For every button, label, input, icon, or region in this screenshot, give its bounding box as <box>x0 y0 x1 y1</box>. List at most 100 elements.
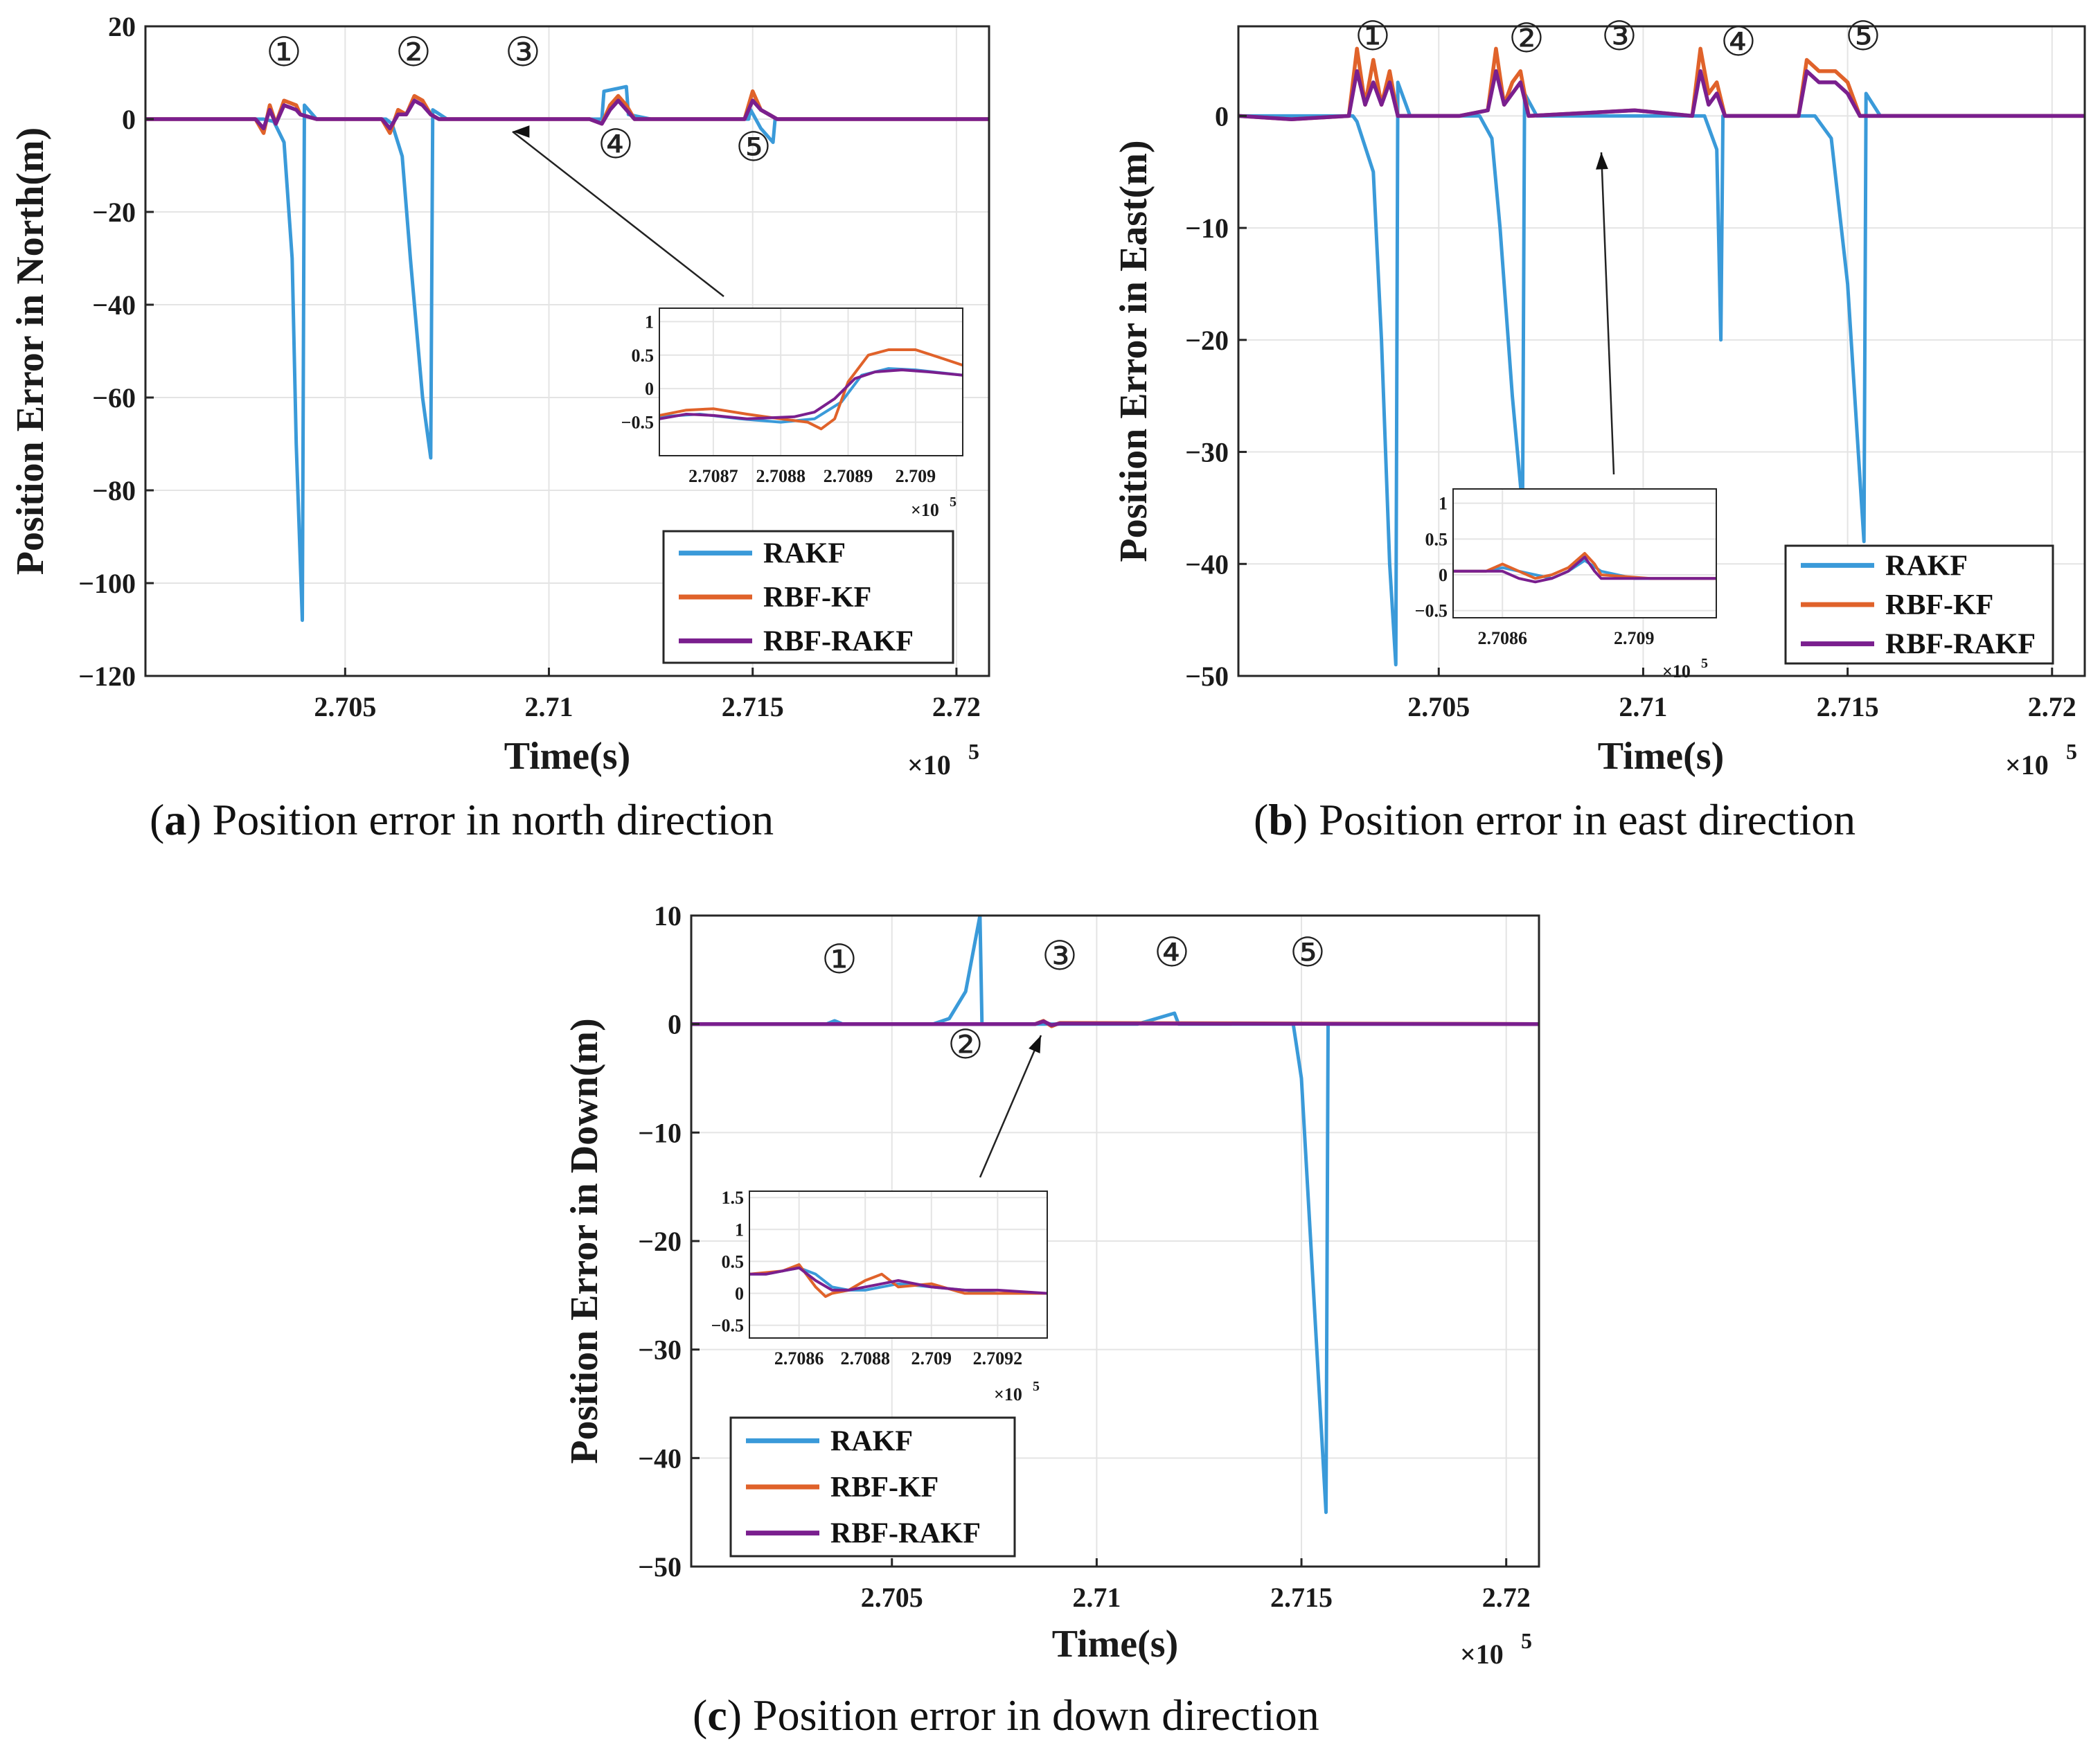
inset-x-multiplier: ×10 <box>994 1384 1022 1404</box>
arrow-head-icon <box>1029 1035 1041 1053</box>
inset-x-tick-label: 2.7086 <box>774 1348 824 1368</box>
caption-letter: a <box>164 795 186 844</box>
y-tick-label: −10 <box>638 1117 682 1148</box>
chart-panel-b: 2.705 2.71 2.715 2.72 −50 −40 −30 −20 −10 0 Time(s… <box>1112 12 2086 844</box>
caption-paren: ( <box>693 1691 707 1740</box>
inset-y-tick-label: −0.5 <box>621 413 654 433</box>
legend-label: RAKF <box>763 538 846 570</box>
x-tick-label: 2.72 <box>2028 691 2076 722</box>
x-tick-label: 2.715 <box>1270 1582 1333 1613</box>
axes-frame <box>1237 25 2086 677</box>
event-marker: ④ <box>1720 18 1756 65</box>
y-tick-label: 10 <box>654 900 682 931</box>
chart-panel-c: 2.705 2.71 2.715 2.72−50−40−30−20−10010Time… <box>563 900 1540 1740</box>
caption-text: ) Position error in east direction <box>1293 795 1856 844</box>
caption-text: ) Position error in north direction <box>186 795 774 844</box>
x-axis-label: Time(s) <box>1598 735 1725 778</box>
inset-frame <box>659 307 963 456</box>
chart-panel-a: 2.705 2.71 2.715 2.72−120−100−80−60−40−2002… <box>9 11 990 844</box>
x-exponent: 5 <box>2066 739 2077 764</box>
inset-x-tick-label: 2.7086 <box>1478 628 1528 648</box>
series-group <box>691 916 1539 1515</box>
legend-label: RBF-KF <box>830 1472 938 1504</box>
inset-y-tick-label: 1 <box>645 312 654 332</box>
y-tick-label: −20 <box>638 1226 682 1257</box>
inset-x-multiplier: ×10 <box>1662 661 1691 681</box>
inset-y-tick-label: −0.5 <box>1415 601 1448 621</box>
series-group <box>145 84 989 623</box>
event-marker: ③ <box>505 28 541 75</box>
event-marker: ① <box>821 936 857 983</box>
x-tick-label: 2.715 <box>1817 691 1879 722</box>
inset-x-tick-label: 2.709 <box>896 466 936 486</box>
inset-x-exponent: 5 <box>950 494 956 510</box>
inset-x-tick-label: 2.7092 <box>973 1348 1023 1368</box>
inset-area <box>749 1191 1047 1338</box>
inset-x-tick-label: 2.7088 <box>756 466 806 486</box>
caption-letter: b <box>1268 795 1293 844</box>
inset-plot: 2.7086 2.709 −0.5 0 0.5 1 ×10 5 <box>1415 488 1717 681</box>
x-tick-label: 2.705 <box>861 1582 923 1613</box>
series-line-rbf-rakf <box>691 1019 1539 1027</box>
y-tick-label: −100 <box>78 568 136 599</box>
inset-y-tick-label: 0.5 <box>722 1251 745 1272</box>
arrow-head-icon <box>513 125 530 138</box>
x-tick-label: 2.71 <box>1072 1582 1121 1613</box>
inset-y-tick-label: 1 <box>735 1220 744 1240</box>
x-tick-label: 2.71 <box>1619 691 1667 722</box>
event-marker: ② <box>1509 15 1545 62</box>
y-tick-label: 20 <box>108 11 136 42</box>
inset-area <box>659 308 963 456</box>
inset-plot: 2.7087 2.7088 2.7089 2.709 −0.5 0 0.5 1 ×10 5 <box>621 307 963 520</box>
y-tick-label: −80 <box>92 475 136 506</box>
y-tick-label: −20 <box>1185 325 1229 356</box>
series-line-rbf-rakf <box>1238 69 2085 121</box>
x-tick-label: 2.705 <box>314 691 376 722</box>
legend-label: RAKF <box>1885 550 1968 582</box>
inset-x-multiplier: ×10 <box>911 500 939 520</box>
event-marker: ③ <box>1601 12 1637 60</box>
x-axis-label: Time(s) <box>504 735 631 778</box>
x-exponent: 5 <box>1521 1628 1532 1653</box>
arrow-head-icon <box>1596 152 1608 170</box>
inset-x-tick-label: 2.709 <box>911 1348 952 1368</box>
series-line-rbf-rakf <box>145 98 989 131</box>
legend: RAKF RBF-KF RBF-RAKF <box>662 530 954 664</box>
inset-y-tick-label: 0.5 <box>1425 529 1448 549</box>
inset-series-line-rbf-rakf <box>659 368 963 420</box>
inset-x-tick-label: 2.709 <box>1614 628 1655 648</box>
inset-y-tick-label: 0.5 <box>632 346 655 366</box>
x-multiplier: ×10 <box>2005 749 2049 781</box>
x-axis-label: Time(s) <box>1052 1623 1179 1666</box>
legend-label: RBF-RAKF <box>1885 629 2036 661</box>
y-tick-label: 0 <box>122 104 136 135</box>
inset-series-line-rbf-kf <box>659 348 963 431</box>
inset-series-line-rbf-rakf <box>1453 555 1716 584</box>
inset-x-exponent: 5 <box>1033 1379 1040 1394</box>
event-marker: ⑤ <box>736 123 772 170</box>
legend-label: RBF-RAKF <box>763 625 914 657</box>
y-tick-label: 0 <box>1215 100 1229 132</box>
y-tick-label: −60 <box>92 382 136 413</box>
series-line-rbf-kf <box>1238 46 2085 121</box>
x-multiplier: ×10 <box>907 749 951 781</box>
inset-frame <box>749 1190 1048 1339</box>
panel-caption: (a) Position error in north direction <box>150 795 774 844</box>
x-exponent: 5 <box>968 739 979 764</box>
x-tick-label: 2.715 <box>722 691 784 722</box>
y-tick-label: 0 <box>668 1009 682 1040</box>
y-tick-label: −20 <box>92 197 136 228</box>
y-tick-label: −40 <box>638 1443 682 1474</box>
axes-frame <box>144 25 990 677</box>
inset-y-tick-label: 1.5 <box>722 1188 745 1208</box>
inset-frame <box>1452 488 1717 618</box>
x-multiplier: ×10 <box>1460 1639 1504 1670</box>
inset-y-tick-label: −0.5 <box>711 1316 744 1336</box>
event-marker: ② <box>947 1021 984 1068</box>
inset-x-tick-label: 2.7088 <box>840 1348 890 1368</box>
y-tick-label: −30 <box>638 1335 682 1366</box>
y-tick-label: −30 <box>1185 437 1229 468</box>
y-tick-label: −10 <box>1185 213 1229 244</box>
caption-paren: ( <box>1254 795 1268 844</box>
x-tick-label: 2.705 <box>1407 691 1470 722</box>
